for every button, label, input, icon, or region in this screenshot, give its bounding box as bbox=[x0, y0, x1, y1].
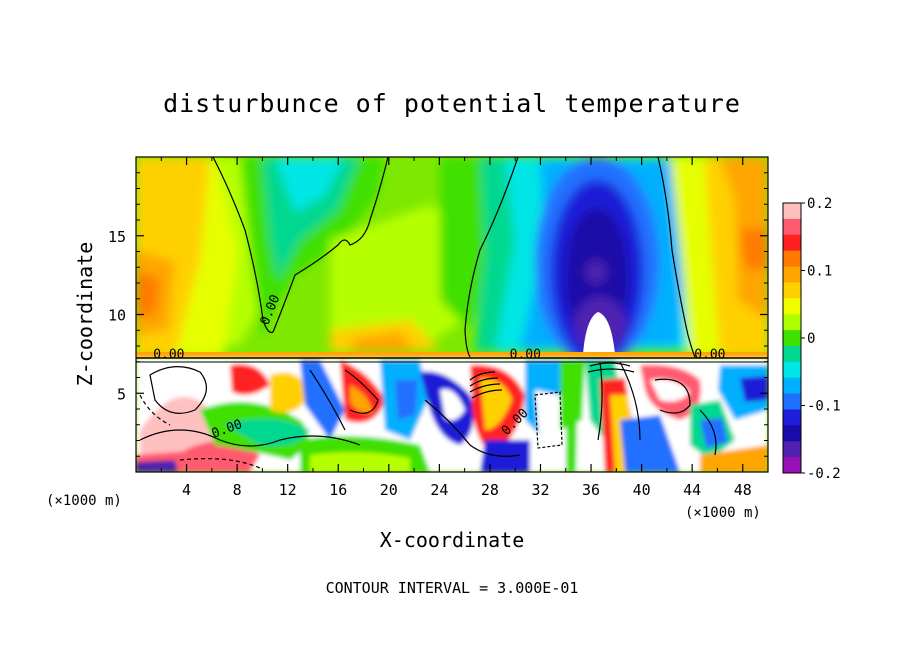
colorbar-swatch bbox=[783, 266, 801, 283]
y-axis: 5 10 15 bbox=[108, 172, 768, 457]
interface-band bbox=[136, 352, 768, 358]
x-tick-label: 8 bbox=[233, 481, 242, 499]
lower-field bbox=[136, 358, 768, 472]
colorbar-label: 0.1 bbox=[807, 264, 832, 280]
colorbar-swatch bbox=[783, 234, 801, 252]
colorbar-label: -0.2 bbox=[807, 466, 841, 482]
colorbar-label: 0 bbox=[807, 331, 815, 347]
colorbar-label: -0.1 bbox=[807, 399, 841, 415]
x-tick-label: 48 bbox=[734, 481, 752, 499]
colorbar-swatch bbox=[783, 345, 801, 363]
colorbar-swatch bbox=[783, 377, 801, 395]
x-axis: 4 8 12 16 20 24 28 32 36 40 44 48 bbox=[160, 157, 752, 499]
colorbar-swatch bbox=[783, 425, 801, 442]
x-tick-label: 12 bbox=[279, 481, 297, 499]
x-tick-label: 44 bbox=[683, 481, 701, 499]
colorbar-swatch bbox=[783, 218, 801, 236]
y-tick-label: 10 bbox=[108, 307, 126, 325]
colorbar-swatch bbox=[783, 393, 801, 410]
colorbar-label: 0.2 bbox=[807, 196, 832, 212]
colorbar-labels: 0.2 0.1 0 -0.1 -0.2 bbox=[801, 196, 841, 482]
y-axis-label: Z-coordinate bbox=[73, 242, 97, 387]
x-unit-left: (×1000 m) bbox=[46, 493, 122, 509]
colorbar-swatch bbox=[783, 282, 801, 299]
colorbar-swatch bbox=[783, 441, 801, 458]
colorbar-swatch bbox=[783, 330, 801, 347]
x-tick-label: 4 bbox=[182, 481, 191, 499]
contour-label: 0.00 bbox=[694, 348, 725, 363]
y-tick-label: 5 bbox=[117, 385, 126, 403]
contour-label: 0.00 bbox=[510, 348, 541, 363]
colorbar-swatch bbox=[783, 298, 801, 315]
x-tick-label: 36 bbox=[582, 481, 600, 499]
x-tick-label: 40 bbox=[633, 481, 651, 499]
warm-dome bbox=[583, 312, 615, 354]
y-tick-label: 15 bbox=[108, 228, 126, 246]
x-tick-label: 32 bbox=[531, 481, 549, 499]
x-tick-label: 24 bbox=[430, 481, 448, 499]
x-tick-label: 16 bbox=[329, 481, 347, 499]
chart-title: disturbunce of potential temperature bbox=[163, 89, 741, 118]
x-axis-label: X-coordinate bbox=[380, 528, 525, 552]
contour-interval-footer: CONTOUR INTERVAL = 3.000E-01 bbox=[326, 579, 579, 597]
colorbar-swatch bbox=[783, 409, 801, 426]
x-unit-right: (×1000 m) bbox=[685, 505, 761, 521]
contour-lines bbox=[136, 157, 768, 469]
colorbar-swatch bbox=[783, 361, 801, 379]
colorbar-swatch bbox=[783, 250, 801, 268]
colorbar bbox=[782, 202, 802, 474]
contour-label: 0.00 bbox=[153, 348, 184, 363]
upper-field bbox=[136, 157, 768, 367]
colorbar-swatch bbox=[783, 314, 801, 331]
x-tick-label: 28 bbox=[481, 481, 499, 499]
colorbar-swatch bbox=[783, 203, 801, 220]
plot-area: 0.000.00 0.000.00 0.000.00 bbox=[136, 157, 768, 472]
x-tick-label: 20 bbox=[380, 481, 398, 499]
colorbar-swatch bbox=[783, 457, 801, 474]
